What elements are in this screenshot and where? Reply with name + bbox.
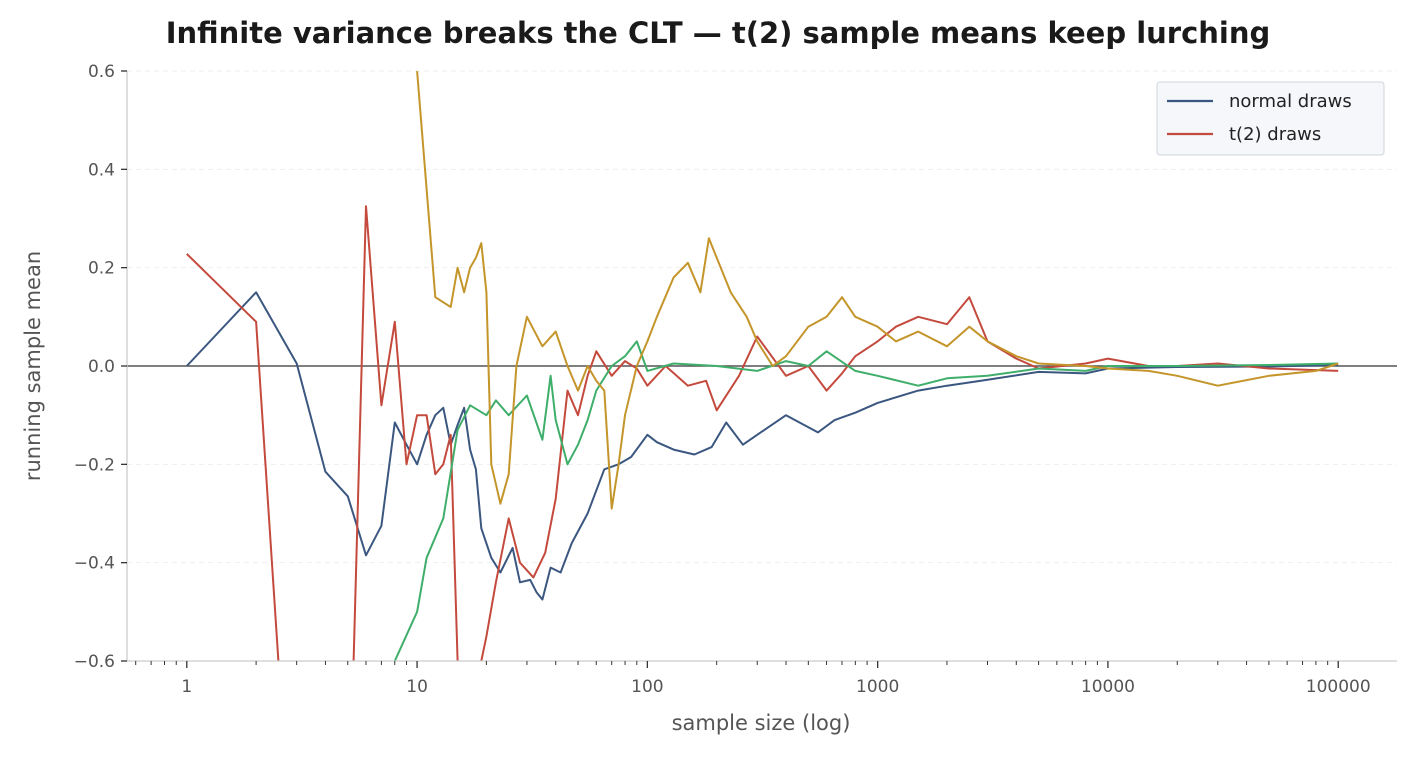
x-tick-label: 100000 — [1306, 677, 1371, 697]
legend-label-t2: t(2) draws — [1229, 124, 1321, 145]
series-line-1 — [186, 253, 280, 661]
y-tick-label: 0.0 — [88, 357, 115, 377]
series-line-0 — [186, 291, 1339, 601]
legend-box — [1156, 81, 1385, 156]
series-line-2 — [352, 205, 459, 661]
series-lines — [186, 71, 1339, 661]
y-axis-ticks: −0.6 −0.4 −0.2 0.0 0.2 0.4 0.6 — [74, 62, 127, 672]
y-tick-label: 0.2 — [88, 259, 115, 279]
series-line-3 — [480, 296, 1339, 661]
gridlines — [127, 70, 1397, 564]
x-tick-label: 1 — [181, 677, 192, 697]
y-tick-label: 0.6 — [88, 62, 115, 82]
series-line-4 — [393, 340, 1339, 661]
y-tick-label: −0.2 — [74, 455, 115, 475]
y-tick-label: −0.4 — [74, 554, 115, 574]
y-axis-label: running sample mean — [21, 251, 45, 481]
chart-title: Infinite variance breaks the CLT — t(2) … — [166, 16, 1271, 50]
x-axis-ticks: 1 10 100 1000 10000 100000 — [135, 661, 1371, 697]
x-tick-label: 10000 — [1081, 677, 1135, 697]
y-tick-label: −0.6 — [74, 652, 115, 672]
x-tick-label: 100 — [631, 677, 663, 697]
y-tick-label: 0.4 — [88, 160, 115, 180]
series-line-5 — [416, 71, 1339, 510]
legend-label-normal: normal draws — [1229, 91, 1352, 112]
x-axis-label: sample size (log) — [672, 711, 851, 735]
x-tick-label: 1000 — [856, 677, 899, 697]
plot-area: −0.6 −0.4 −0.2 0.0 0.2 0.4 0.6 1 10 100 1000 10000… — [74, 62, 1397, 697]
x-tick-label: 10 — [406, 677, 428, 697]
legend: normal draws t(2) draws — [1156, 81, 1385, 156]
